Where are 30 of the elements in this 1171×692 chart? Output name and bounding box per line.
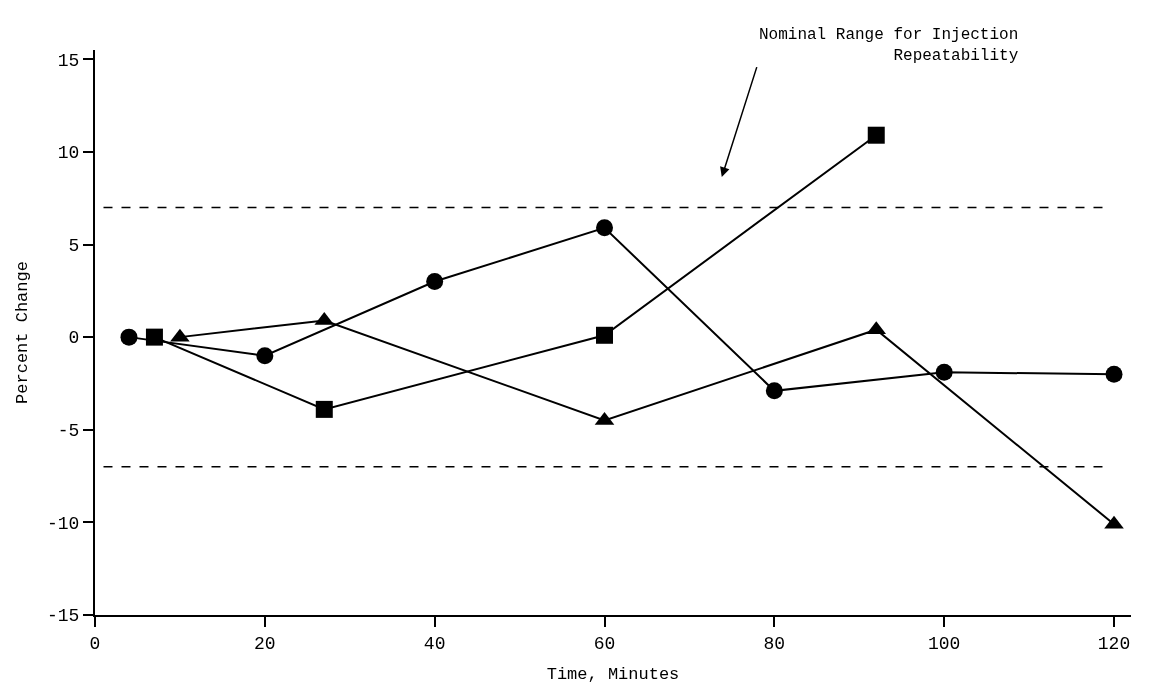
y-axis-title: Percent Change	[13, 261, 33, 404]
point	[426, 273, 444, 291]
annotation: Nominal Range for Injection Repeatability	[759, 26, 1019, 65]
point	[1104, 515, 1124, 529]
x-tick-label: 120	[1097, 633, 1131, 654]
x-tick-label: 0	[89, 633, 101, 654]
y-tick-label: -5	[57, 421, 80, 442]
point	[170, 328, 190, 342]
point	[315, 400, 333, 418]
y-tick-label: -10	[46, 513, 80, 534]
y-tick-label: 5	[68, 235, 80, 256]
x-tick-label: 100	[927, 633, 961, 654]
point	[256, 347, 274, 365]
point	[765, 382, 783, 400]
point	[596, 326, 614, 344]
x-tick-label: 40	[423, 633, 446, 654]
x-tick-label: 80	[763, 633, 786, 654]
x-tick-label: 20	[254, 633, 276, 654]
x-axis-title: Time, Minutes	[546, 665, 680, 685]
y-tick-label: 10	[57, 143, 80, 164]
y-tick-label: -15	[46, 606, 80, 627]
x-tick-label: 60	[593, 633, 616, 654]
point	[145, 328, 163, 346]
point	[867, 126, 885, 144]
y-tick-label: 15	[57, 50, 80, 71]
point	[935, 363, 953, 381]
point	[1105, 365, 1123, 383]
y-tick-label: 0	[68, 328, 80, 349]
point	[596, 219, 614, 237]
point	[120, 328, 138, 346]
